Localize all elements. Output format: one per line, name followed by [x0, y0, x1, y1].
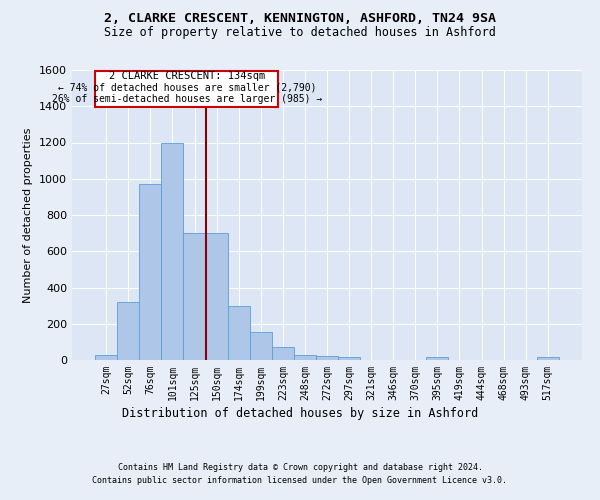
Text: Contains HM Land Registry data © Crown copyright and database right 2024.: Contains HM Land Registry data © Crown c…	[118, 462, 482, 471]
Bar	[537, 358, 559, 360]
Bar	[184, 233, 206, 360]
Bar	[95, 71, 278, 107]
Text: 2 CLARKE CRESCENT: 134sqm: 2 CLARKE CRESCENT: 134sqm	[109, 71, 265, 81]
Bar	[250, 332, 272, 360]
Text: Distribution of detached houses by size in Ashford: Distribution of detached houses by size …	[122, 408, 478, 420]
Bar	[206, 233, 227, 360]
Bar	[427, 358, 448, 360]
Bar	[338, 358, 360, 360]
Text: Size of property relative to detached houses in Ashford: Size of property relative to detached ho…	[104, 26, 496, 39]
Bar	[95, 354, 117, 360]
Bar	[139, 184, 161, 360]
Bar	[227, 306, 250, 360]
Y-axis label: Number of detached properties: Number of detached properties	[23, 128, 34, 302]
Text: 26% of semi-detached houses are larger (985) →: 26% of semi-detached houses are larger (…	[52, 94, 322, 104]
Text: 2, CLARKE CRESCENT, KENNINGTON, ASHFORD, TN24 9SA: 2, CLARKE CRESCENT, KENNINGTON, ASHFORD,…	[104, 12, 496, 26]
Bar	[272, 348, 294, 360]
Text: ← 74% of detached houses are smaller (2,790): ← 74% of detached houses are smaller (2,…	[58, 82, 316, 92]
Text: Contains public sector information licensed under the Open Government Licence v3: Contains public sector information licen…	[92, 476, 508, 485]
Bar	[161, 142, 184, 360]
Bar	[316, 356, 338, 360]
Bar	[117, 302, 139, 360]
Bar	[294, 354, 316, 360]
